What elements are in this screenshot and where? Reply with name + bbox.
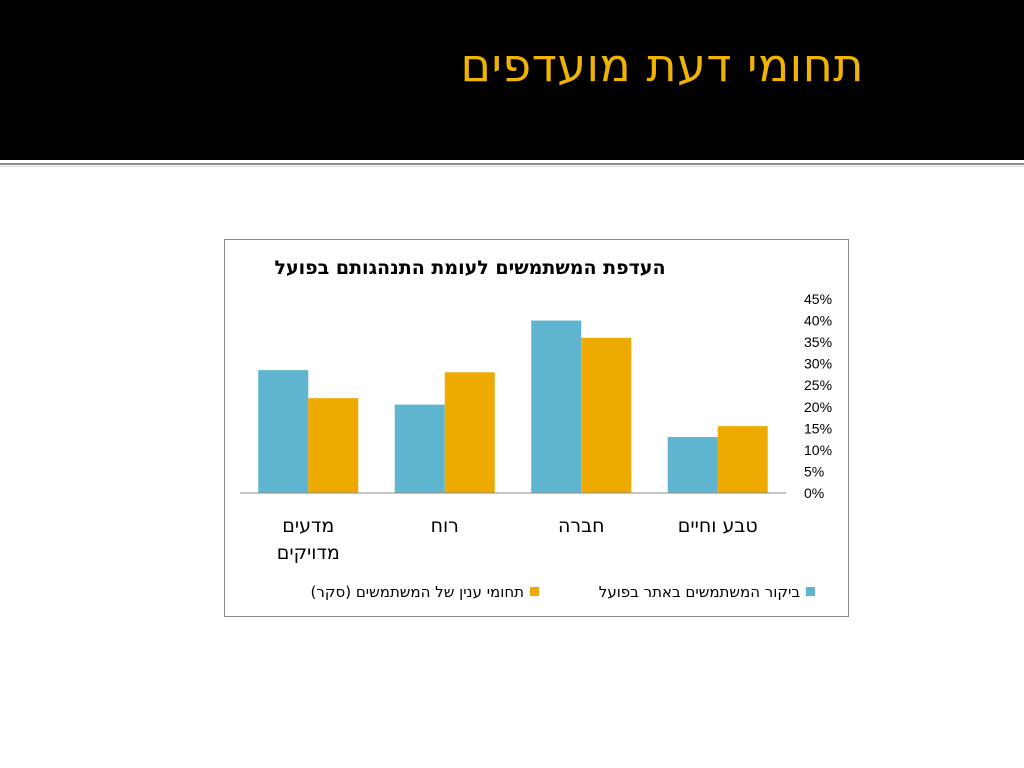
bar-actual-3: [258, 370, 309, 493]
legend-label: תחומי ענין של המשתמשים (סקר): [311, 583, 525, 601]
y-tick-label: 30%: [804, 356, 832, 372]
legend-swatch: [806, 587, 815, 596]
y-tick-label: 5%: [804, 463, 824, 479]
y-tick-label: 40%: [804, 313, 832, 329]
y-tick-label: 10%: [804, 442, 832, 458]
chart-title: העדפת המשתמשים לעומת התנהגותם בפועל: [274, 257, 665, 279]
y-tick-label: 25%: [804, 377, 832, 393]
bar-actual-0: [667, 436, 718, 493]
category-label: מדויקים: [277, 542, 340, 564]
y-tick-label: 15%: [804, 420, 832, 436]
bar-actual-2: [394, 404, 445, 493]
y-tick-label: 45%: [804, 291, 832, 307]
header-divider: [0, 163, 1024, 165]
bar-survey-2: [444, 372, 495, 493]
bar-chart: העדפת המשתמשים לעומת התנהגותם בפועל 0% 5%…: [240, 257, 832, 601]
bar-survey-1: [581, 337, 632, 493]
y-tick-label: 0%: [804, 485, 824, 501]
category-label: מדעים: [282, 515, 334, 537]
category-label: חברה: [558, 515, 605, 537]
legend-swatch: [530, 587, 539, 596]
y-tick-label: 20%: [804, 399, 832, 415]
slide-header: [0, 0, 1024, 160]
chart-frame: העדפת המשתמשים לעומת התנהגותם בפועל 0% 5%…: [224, 239, 849, 617]
category-label: טבע וחיים: [678, 515, 758, 537]
header-divider-light: [0, 166, 1024, 167]
legend-label: ביקור המשתמשים באתר בפועל: [599, 583, 801, 601]
bar-actual-1: [531, 320, 582, 493]
y-tick-label: 35%: [804, 334, 832, 350]
bar-survey-0: [717, 426, 768, 493]
bar-survey-3: [308, 398, 359, 493]
category-label: רוח: [431, 515, 459, 537]
slide-title: תחומי דעת מועדפים: [460, 38, 864, 92]
